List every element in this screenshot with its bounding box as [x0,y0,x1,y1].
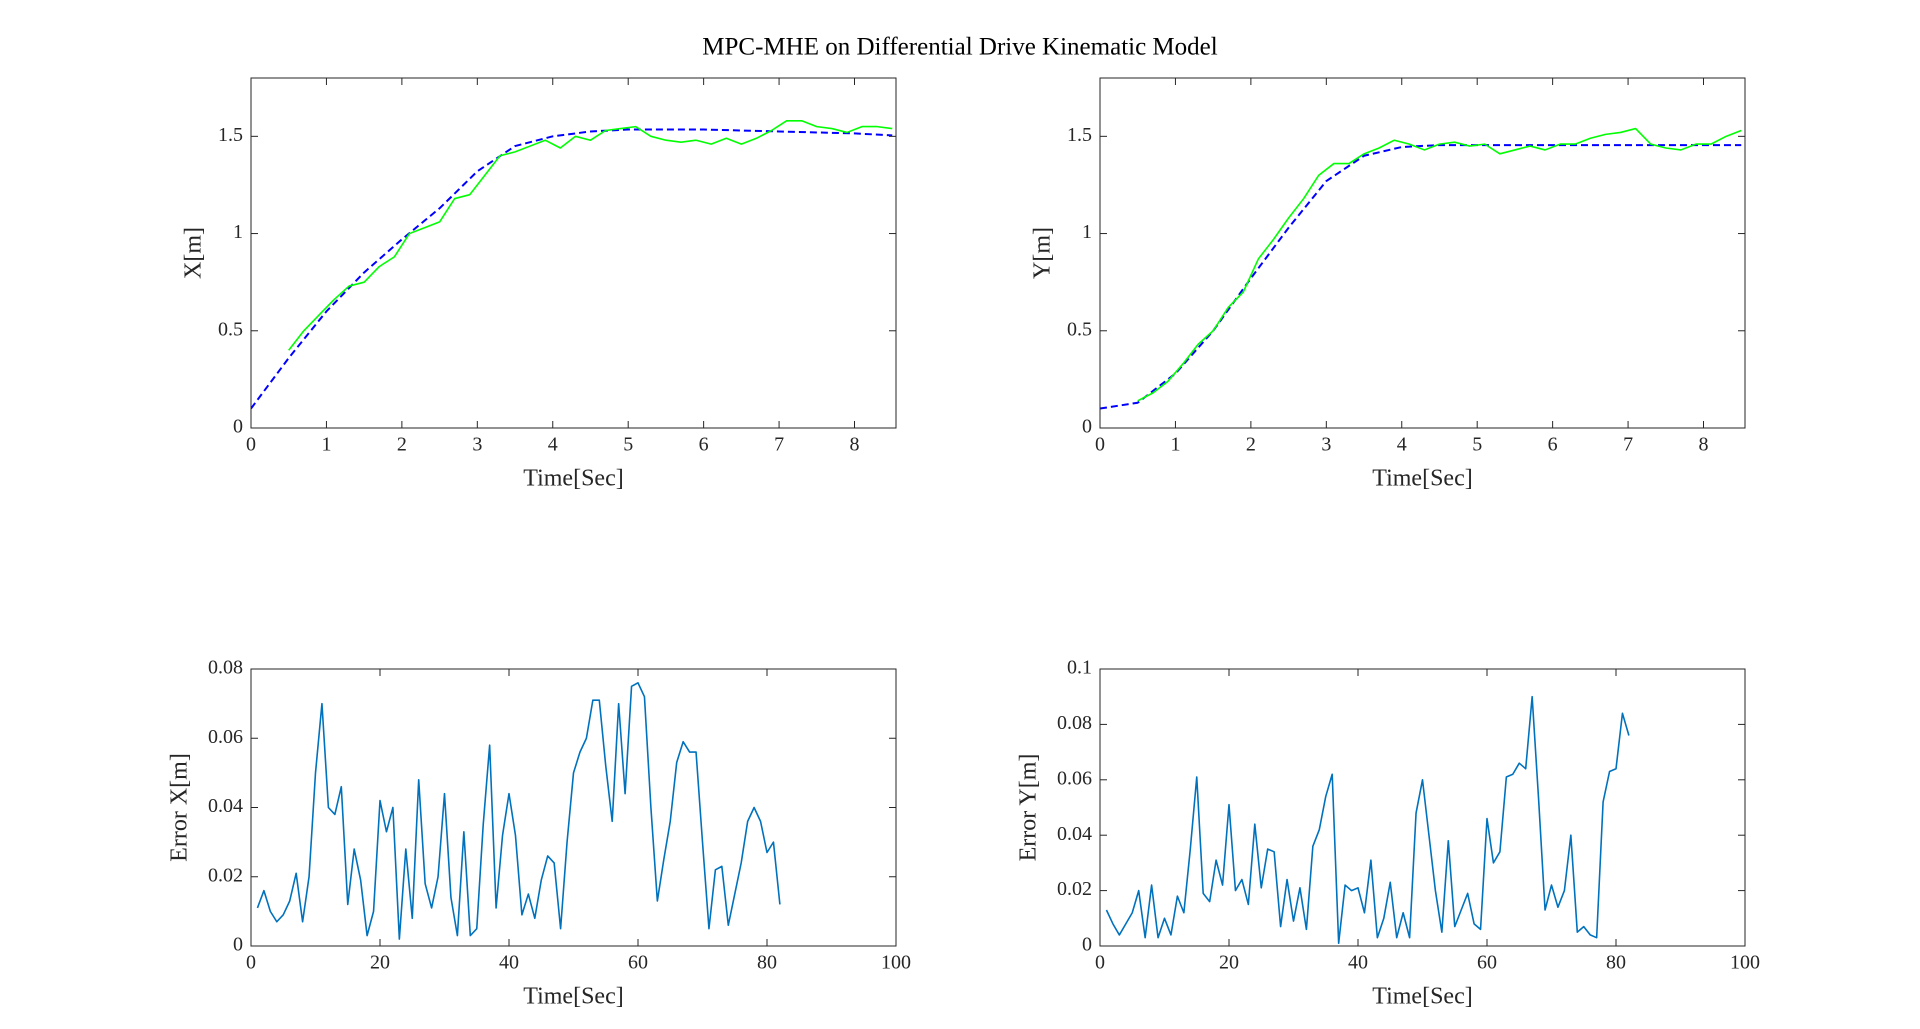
y-tick-label: 0.08 [208,657,243,679]
x-tick-label: 80 [1606,952,1626,974]
plot-area [251,78,896,428]
x-tick-label: 1 [1170,434,1180,456]
x-tick-label: 20 [1219,952,1239,974]
y-tick-label: 1.5 [218,124,243,146]
x-tick-label: 0 [246,952,256,974]
y-tick-label: 1 [233,221,243,243]
y-tick-label: 0.02 [1057,878,1092,900]
y-tick-label: 0 [1082,934,1092,956]
plot-content [1100,127,1742,410]
plot-area [1100,78,1745,428]
x-tick-label: 3 [472,434,482,456]
y-tick-label: 1.5 [1067,124,1092,146]
x-tick-label: 5 [623,434,633,456]
x-tick-label: 40 [1348,952,1368,974]
y-axis-label: Error X[m] [167,753,193,862]
x-tick-label: 7 [1623,434,1633,456]
x-tick-label: 100 [881,952,911,974]
y-axis-label: X[m] [181,227,207,279]
y-tick-label: 0.5 [218,318,243,340]
subplot: 0 1 2 3 4 5 6 7 8 0 0.5 1 1.5 Time[Sec] X[m] [181,77,897,492]
x-tick-label: 8 [850,434,860,456]
x-tick-label: 7 [774,434,784,456]
y-tick-label: 0.5 [1067,318,1092,340]
series-line [288,119,893,351]
x-tick-label: 100 [1730,952,1760,974]
x-tick-label: 1 [321,434,331,456]
x-tick-label: 80 [757,952,777,974]
y-tick-label: 0.04 [208,795,243,817]
y-tick-label: 0.1 [1067,657,1092,679]
y-tick-label: 0.04 [1057,823,1092,845]
subplot: 0 1 2 3 4 5 6 7 8 0 0.5 1 1.5 Time[Sec] Y[m] [1030,77,1746,492]
x-tick-label: 0 [1095,434,1105,456]
x-tick-label: 6 [1548,434,1558,456]
x-tick-label: 4 [1397,434,1407,456]
x-tick-label: 40 [499,952,519,974]
series-line [1137,127,1742,402]
x-tick-label: 0 [1095,952,1105,974]
y-tick-label: 0 [1082,416,1092,438]
y-tick-label: 0.08 [1057,712,1092,734]
x-tick-label: 8 [1699,434,1709,456]
axes-box [1099,668,1746,947]
plot-area [251,669,896,946]
x-axis-label: Time[Sec] [1372,466,1472,492]
x-axis-label: Time[Sec] [523,984,623,1010]
series-line [256,682,781,940]
x-tick-label: 20 [370,952,390,974]
y-tick-label: 0.06 [208,726,243,748]
axes-box [250,77,897,429]
x-tick-label: 4 [548,434,558,456]
x-axis-label: Time[Sec] [523,466,623,492]
series-line [1100,144,1742,410]
plot-content [1105,695,1630,945]
x-tick-label: 2 [397,434,407,456]
subplot: 0 20 40 60 80 100 0 0.02 0.04 0.06 0.08 Time[Sec] Er… [167,657,912,1010]
x-tick-label: 60 [628,952,648,974]
x-tick-label: 3 [1321,434,1331,456]
figure-title: MPC-MHE on Differential Drive Kinematic … [702,34,1217,61]
x-tick-label: 5 [1472,434,1482,456]
series-line [251,128,893,410]
x-tick-label: 6 [699,434,709,456]
axes-box [1099,77,1746,429]
x-tick-label: 2 [1246,434,1256,456]
y-axis-label: Error Y[m] [1016,754,1042,862]
y-tick-label: 0 [233,934,243,956]
y-tick-label: 1 [1082,221,1092,243]
subplot: 0 20 40 60 80 100 0 0.02 0.04 0.06 0.08 0.1 Time[Sec… [1016,657,1761,1010]
y-axis-label: Y[m] [1030,227,1056,279]
y-tick-label: 0 [233,416,243,438]
series-line [1105,695,1630,945]
y-tick-label: 0.06 [1057,767,1092,789]
plot-content [256,682,781,940]
x-axis-label: Time[Sec] [1372,984,1472,1010]
x-tick-label: 60 [1477,952,1497,974]
plot-area [1100,669,1745,946]
x-tick-label: 0 [246,434,256,456]
y-tick-label: 0.02 [208,864,243,886]
plot-content [251,119,893,410]
